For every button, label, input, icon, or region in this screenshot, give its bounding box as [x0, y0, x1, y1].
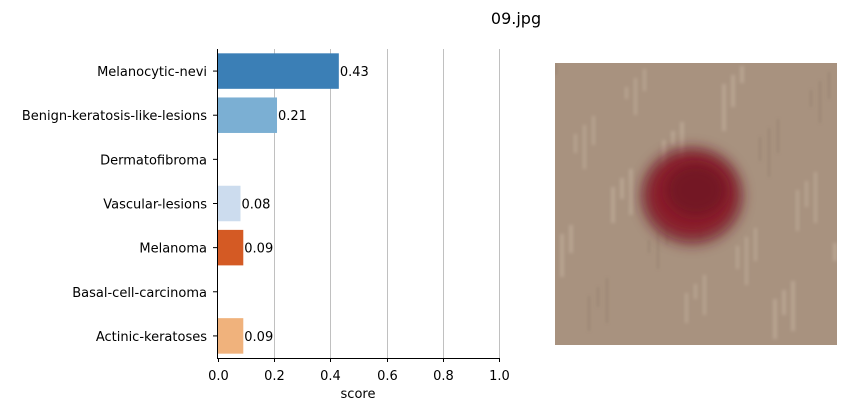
x-tick-label: 0.0 [208, 369, 229, 384]
photo-texture [736, 246, 739, 269]
photo-texture [555, 63, 557, 75]
photo-texture [722, 84, 726, 131]
photo-texture [796, 190, 799, 231]
x-tick-label: 0.8 [433, 369, 454, 384]
x-tick-labels: 0.0 0.2 0.4 0.6 0.8 1.0 [208, 358, 510, 384]
data-labels: 0.43 0.21 0.08 0.09 0.09 [241, 65, 368, 345]
photo-texture [597, 287, 599, 307]
y-tick-labels: Melanocytic-nevi Benign-keratosis-like-le… [22, 65, 217, 345]
y-tick-label: Actinic-keratoses [96, 330, 207, 345]
y-tick-label: Basal-cell-carcinoma [72, 286, 207, 301]
photo-texture [782, 290, 786, 315]
photo-texture [791, 281, 795, 331]
y-tick-label: Dermatofibroma [100, 153, 207, 168]
photo-texture [606, 278, 608, 323]
data-label: 0.43 [340, 65, 369, 80]
photo-texture [592, 116, 595, 145]
photo-texture [588, 296, 590, 331]
photo-texture [611, 187, 615, 223]
photo-texture [620, 178, 624, 199]
lesion-spot [666, 164, 726, 216]
y-tick-label: Benign-keratosis-like-lesions [22, 109, 207, 124]
photo-texture [685, 293, 688, 323]
bar [218, 318, 244, 354]
photo-texture [805, 181, 808, 207]
photo-texture [819, 81, 821, 123]
photo-texture [657, 231, 659, 269]
y-tick-label: Melanocytic-nevi [97, 65, 207, 80]
photo-texture [634, 78, 637, 115]
photo-texture [648, 240, 650, 253]
photo-texture [833, 243, 837, 261]
x-tick-label: 0.2 [264, 369, 285, 384]
photo-texture [773, 299, 777, 339]
photo-texture [740, 66, 744, 83]
chart-area: 0.43 0.21 0.08 0.09 0.09 Melanocytic-nevi Ben… [22, 49, 510, 402]
photo-texture [828, 72, 830, 99]
photo-texture [643, 69, 646, 91]
photo-texture [777, 119, 779, 153]
photo-texture [625, 87, 628, 99]
data-label: 0.09 [244, 242, 273, 257]
x-tick-label: 0.6 [377, 369, 398, 384]
bar [218, 53, 339, 89]
photo-texture [560, 234, 564, 277]
photo-texture [810, 90, 812, 107]
photo-texture [703, 275, 706, 315]
photo-texture [629, 169, 633, 215]
photo-texture [731, 75, 735, 107]
bar [218, 229, 244, 266]
figure-title: 09.jpg [491, 9, 541, 28]
photo-texture [569, 225, 573, 253]
bars [218, 53, 339, 354]
photo-texture [754, 228, 757, 261]
photo-texture [745, 237, 748, 285]
photo-texture [671, 131, 675, 145]
photo-texture [768, 128, 770, 177]
lesion-photo [555, 63, 837, 345]
photo-texture [680, 122, 684, 161]
bar [218, 97, 278, 133]
photo-texture [759, 137, 761, 161]
data-label: 0.08 [241, 197, 270, 212]
photo-texture [583, 125, 586, 169]
y-tick-label: Vascular-lesions [103, 197, 207, 212]
photo-texture [814, 172, 817, 223]
data-label: 0.09 [244, 330, 273, 345]
x-tick-label: 0.4 [320, 369, 341, 384]
x-tick-label: 1.0 [489, 369, 510, 384]
photo-texture [694, 284, 697, 299]
bar [218, 185, 241, 222]
data-label: 0.21 [278, 109, 307, 124]
x-axis-label: score [341, 387, 376, 402]
y-tick-label: Melanoma [139, 242, 207, 257]
photo-texture [574, 134, 577, 153]
gridlines [274, 49, 500, 358]
